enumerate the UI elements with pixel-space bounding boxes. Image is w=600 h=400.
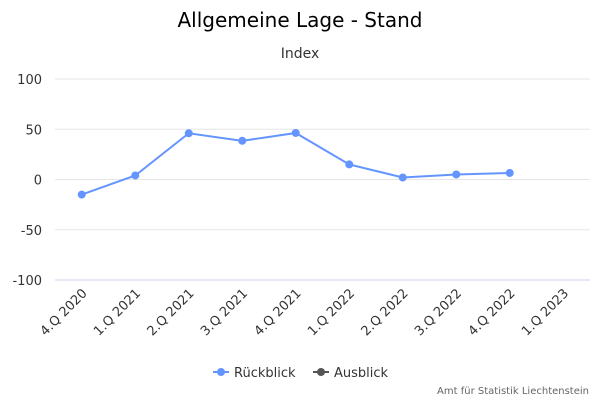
x-tick-label: 2.Q 2021 bbox=[145, 286, 198, 339]
data-point bbox=[238, 136, 247, 145]
data-point bbox=[505, 168, 514, 177]
credit: Amt für Statistik Liechtenstein bbox=[437, 386, 589, 397]
data-point bbox=[77, 190, 86, 199]
y-tick-label: 0 bbox=[34, 174, 42, 189]
legend-label: Rückblick bbox=[234, 366, 296, 381]
y-tick-label: 50 bbox=[25, 123, 42, 138]
x-tick-label: 4.Q 2021 bbox=[252, 286, 305, 339]
y-tick-label: 100 bbox=[17, 73, 42, 88]
series-line bbox=[81, 131, 510, 196]
x-tick-label: 1.Q 2023 bbox=[519, 286, 572, 339]
y-tick-label: -50 bbox=[21, 224, 42, 239]
chart-subtitle: Index bbox=[281, 46, 320, 62]
x-tick-label: 2.Q 2022 bbox=[359, 286, 412, 339]
legend-marker bbox=[317, 368, 325, 376]
data-point bbox=[184, 129, 193, 138]
data-point bbox=[398, 173, 407, 182]
x-tick-label: 4.Q 2022 bbox=[466, 286, 519, 339]
legend-item-rueckblick[interactable]: Rückblick bbox=[213, 366, 296, 381]
x-tick-label: 1.Q 2022 bbox=[305, 286, 358, 339]
data-point bbox=[452, 170, 461, 179]
legend-label: Ausblick bbox=[334, 366, 389, 381]
x-tick-label: 4.Q 2020 bbox=[38, 286, 91, 339]
x-tick-label: 3.Q 2022 bbox=[412, 286, 465, 339]
legend-marker bbox=[217, 368, 225, 376]
x-tick-label: 1.Q 2021 bbox=[91, 286, 144, 339]
data-point bbox=[291, 128, 300, 137]
x-tick-label: 3.Q 2021 bbox=[198, 286, 251, 339]
y-tick-label: -100 bbox=[12, 274, 42, 289]
chart-title: Allgemeine Lage - Stand bbox=[178, 8, 423, 32]
legend-item-ausblick[interactable]: Ausblick bbox=[313, 366, 389, 381]
data-point bbox=[345, 160, 354, 169]
data-point bbox=[131, 171, 140, 180]
